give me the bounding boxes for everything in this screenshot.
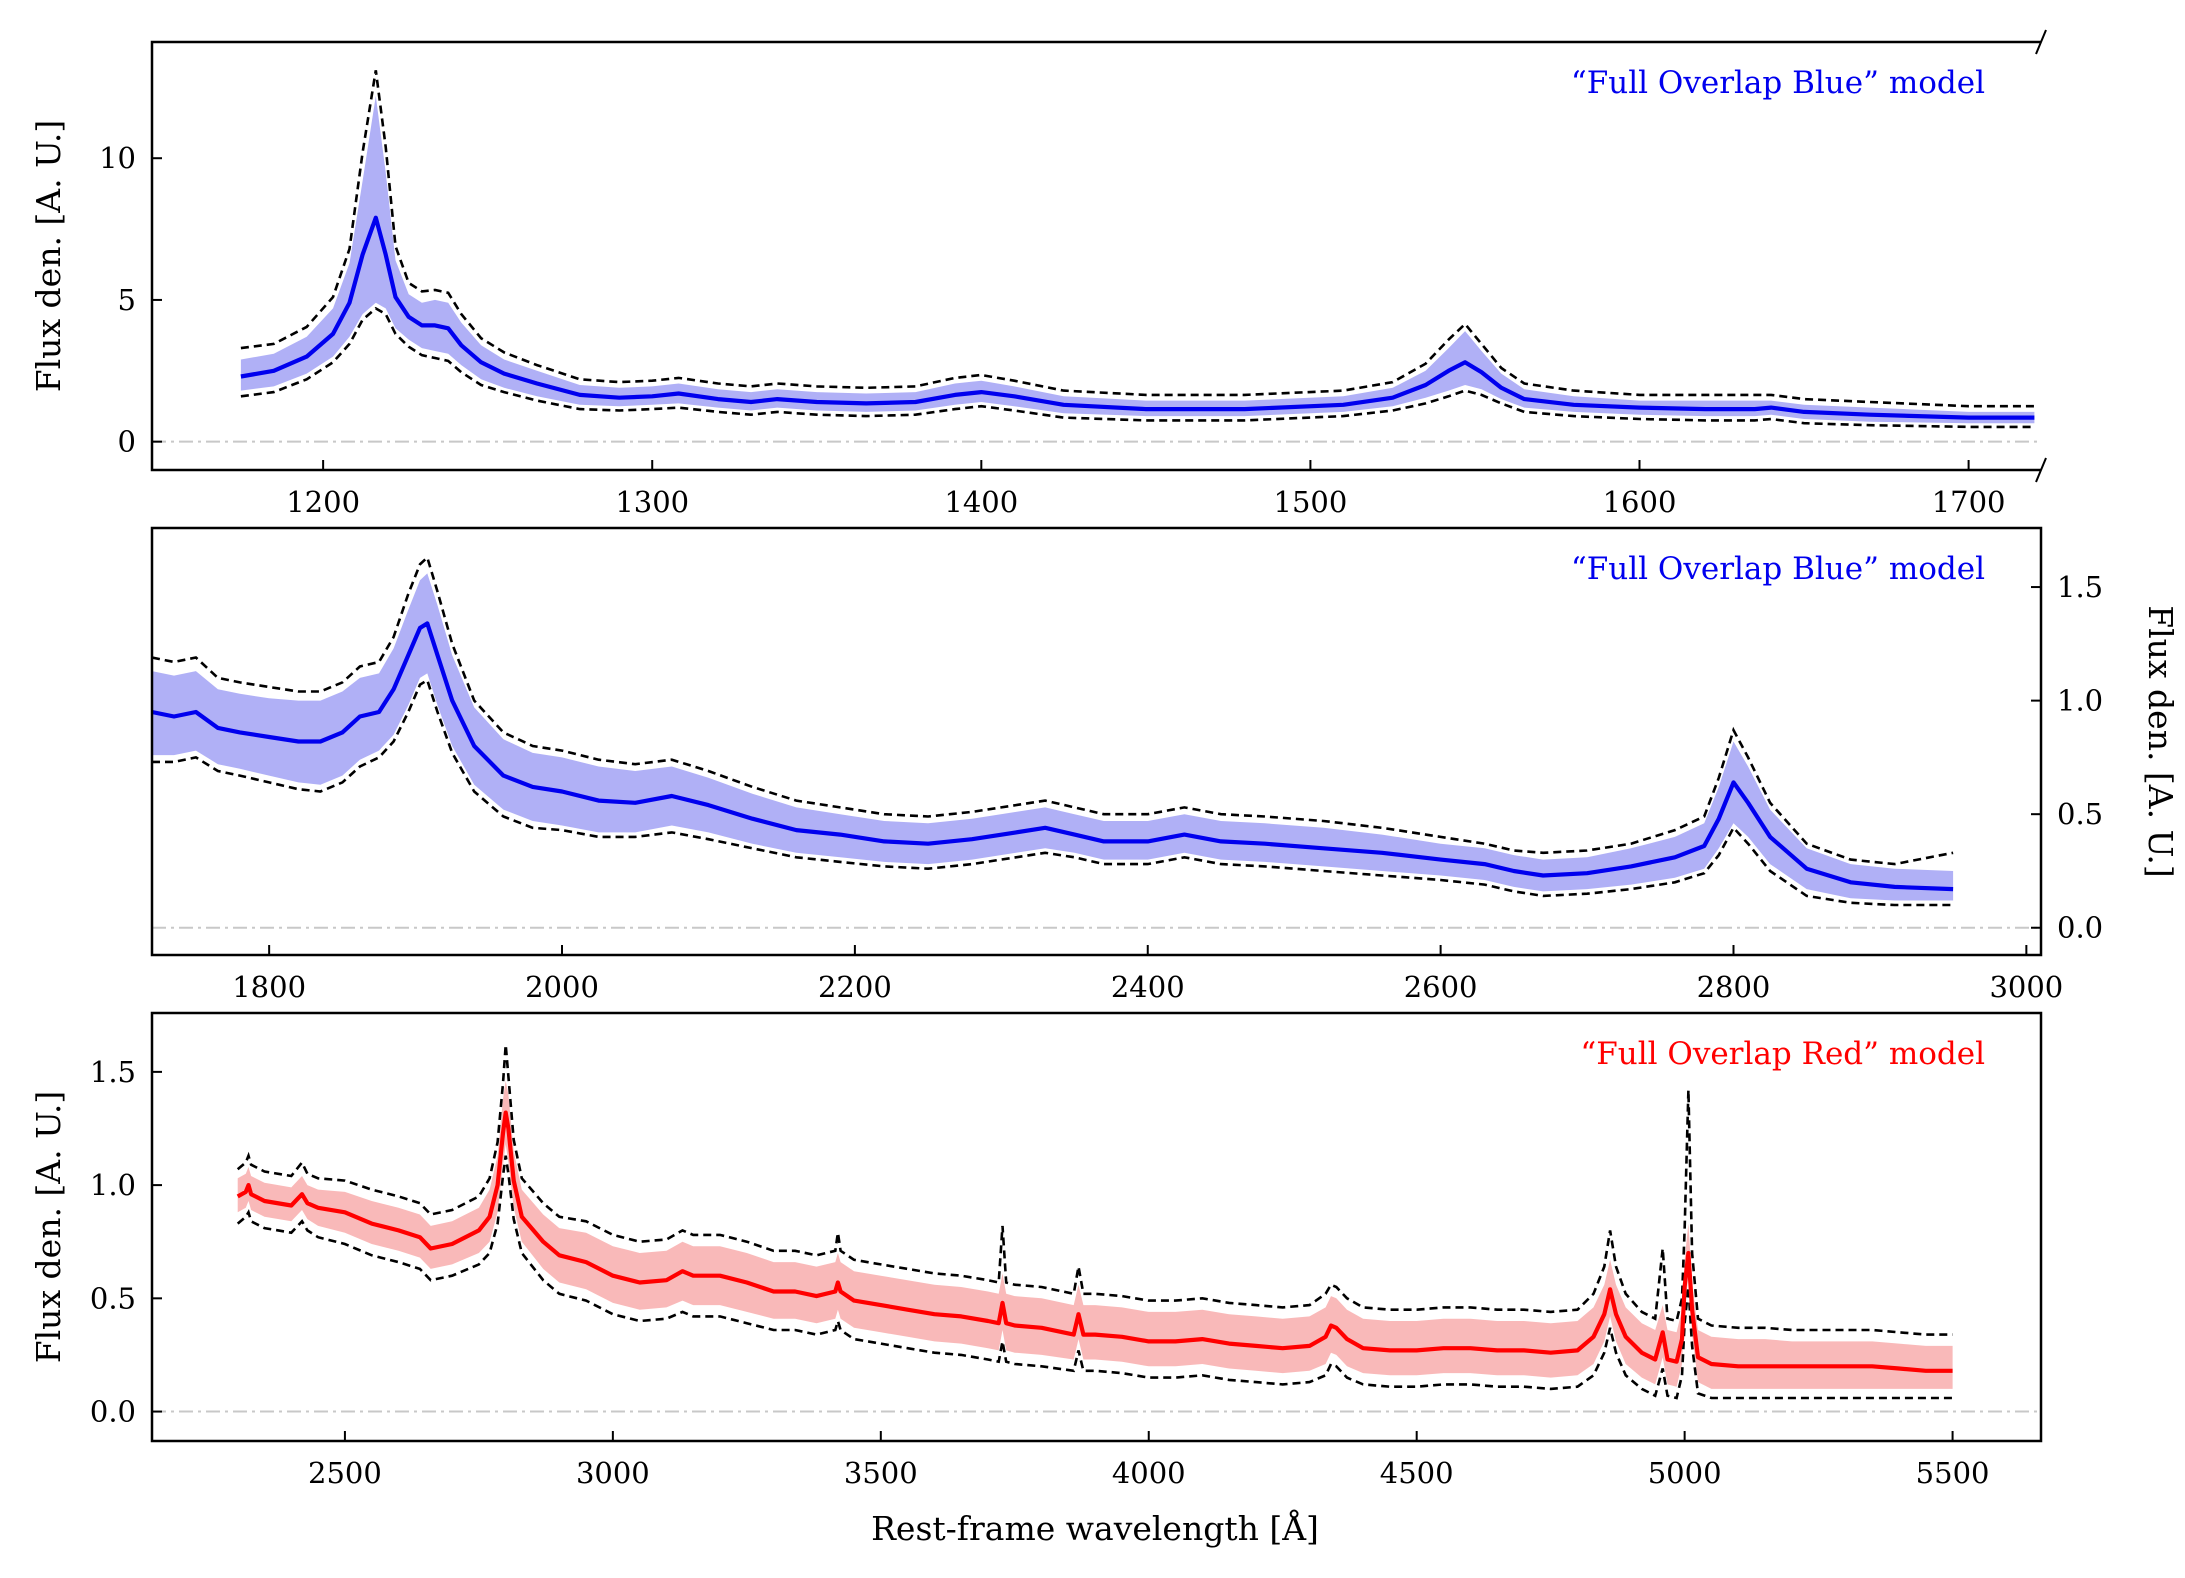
x-tick-label-bottom: 2500 (308, 1456, 382, 1490)
axes-frame-middle (150, 526, 2043, 957)
y-tick-label-middle: 0.0 (2057, 911, 2103, 945)
y-tick-label-bottom: 0.0 (90, 1395, 136, 1429)
y-tick-label-top: 10 (99, 141, 136, 175)
median-line-top (240, 215, 2035, 420)
y-tick-label-bottom: 1.0 (90, 1168, 136, 1202)
x-tick-label-middle: 3000 (1989, 970, 2063, 1004)
dashed-lower-envelope-middle (152, 678, 1954, 907)
plot-area-top (152, 70, 2041, 443)
plot-area-middle (152, 555, 2041, 929)
y-tick-label-top: 0 (118, 425, 136, 459)
axes-frame-top (150, 40, 2041, 472)
axis-break-mark-bottom (2035, 457, 2047, 483)
dashed-lower-envelope-bottom (236, 1155, 1953, 1400)
x-tick-label-middle: 2000 (525, 970, 599, 1004)
dashed-upper-envelope-top (240, 70, 2035, 408)
dashed-lower-envelope-top (240, 306, 2035, 429)
x-tick-label-middle: 2400 (1111, 970, 1185, 1004)
x-tick-label-bottom: 3500 (844, 1456, 918, 1490)
legend-label-middle: “Full Overlap Blue” model (1571, 551, 1985, 587)
y-tick-label-middle: 1.5 (2057, 570, 2103, 604)
x-tick-label-top: 1700 (1932, 485, 2006, 519)
uncertainty-band-middle (152, 573, 1954, 901)
panel-bottom: 2500 3000 3500 4000 4500 5000 5500 0.0 0.5 1.0 1.5… (29, 1011, 2043, 1490)
x-tick-label-middle: 2800 (1697, 970, 1771, 1004)
y-axis-label-bottom: Flux den. [A. U.] (29, 1091, 68, 1364)
median-line-bottom (236, 1110, 1953, 1373)
y-axis-label-middle: Flux den. [A. U.] (2141, 605, 2180, 878)
y-tick-label-middle: 0.5 (2057, 797, 2103, 831)
legend-label-top: “Full Overlap Blue” model (1571, 65, 1985, 101)
axes-frame-bottom (150, 1011, 2043, 1443)
x-axis-label: Rest-frame wavelength [Å] (871, 1508, 1319, 1548)
x-tick-label-middle: 1800 (232, 970, 306, 1004)
x-tick-label-bottom: 5500 (1916, 1456, 1990, 1490)
y-tick-label-bottom: 1.5 (90, 1055, 136, 1089)
x-tick-label-bottom: 4000 (1112, 1456, 1186, 1490)
x-tick-label-top: 1200 (286, 485, 360, 519)
x-tick-label-top: 1400 (944, 485, 1018, 519)
x-tick-label-bottom: 5000 (1648, 1456, 1722, 1490)
x-tick-label-top: 1600 (1603, 485, 1677, 519)
median-line-middle (152, 621, 1954, 892)
y-tick-label-middle: 1.0 (2057, 684, 2103, 718)
x-tick-label-middle: 2600 (1404, 970, 1478, 1004)
uncertainty-band-bottom (237, 1080, 1953, 1389)
x-tick-label-bottom: 3000 (576, 1456, 650, 1490)
panel-middle: 1800 2000 2200 2400 2600 2800 3000 0.0 0.5 1.0 1.5… (150, 526, 2180, 1004)
axis-break-mark-top (2035, 29, 2047, 55)
x-tick-label-top: 1300 (615, 485, 689, 519)
y-tick-label-top: 5 (118, 283, 136, 317)
y-axis-label-top: Flux den. [A. U.] (29, 120, 68, 393)
legend-label-bottom: “Full Overlap Red” model (1580, 1036, 1985, 1072)
y-tick-label-bottom: 0.5 (90, 1281, 136, 1315)
x-tick-label-top: 1500 (1274, 485, 1348, 519)
x-tick-label-bottom: 4500 (1380, 1456, 1454, 1490)
x-tick-label-middle: 2200 (818, 970, 892, 1004)
panel-top: 1200 1300 1400 1500 1600 1700 0 5 10 Flux den. [A… (29, 29, 2047, 519)
dashed-upper-envelope-bottom (236, 1044, 1953, 1336)
dashed-upper-envelope-middle (152, 555, 1954, 866)
plot-area-bottom (152, 1044, 2041, 1413)
